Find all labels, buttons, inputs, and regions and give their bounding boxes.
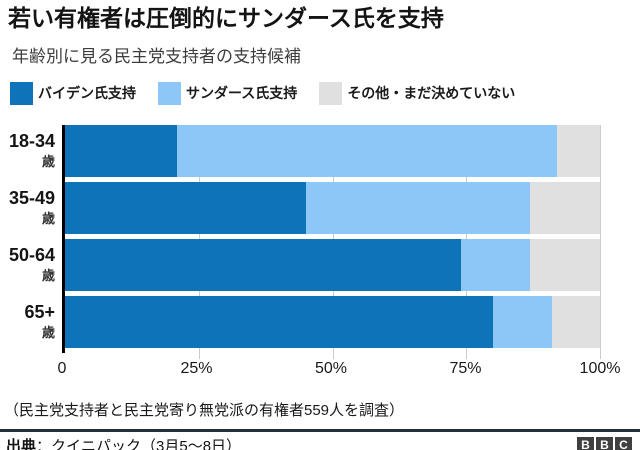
- source-text: 出典：クイニパック（3月5～8日）: [6, 435, 241, 450]
- chart-subtitle: 年齢別に見る民主党支持者の支持候補: [12, 46, 301, 66]
- bbc-logo-letter: C: [615, 436, 632, 450]
- legend-item-other: その他・まだ決めていない: [319, 81, 516, 105]
- bar-row: [65, 181, 600, 234]
- x-axis: 0 25% 50% 75% 100%: [58, 356, 621, 382]
- legend-label-biden: バイデン氏支持: [38, 85, 136, 102]
- bbc-logo: B B C: [577, 436, 632, 450]
- plot-area: [62, 124, 601, 359]
- bbc-logo-letter: B: [577, 436, 594, 450]
- legend-swatch-sanders: [158, 81, 181, 105]
- y-axis-label: 50-64 歳: [0, 239, 62, 291]
- y-axis-labels: 18-34 歳 35-49 歳 50-64 歳 65+ 歳: [0, 125, 62, 353]
- bar-segment-sanders: [177, 124, 558, 177]
- y-axis-label: 18-34 歳: [0, 125, 62, 177]
- legend-item-biden: バイデン氏支持: [10, 81, 136, 105]
- bar-segment-biden: [65, 181, 306, 234]
- y-axis-label-range: 35-49: [8, 187, 55, 208]
- legend: バイデン氏支持 サンダース氏支持 その他・まだ決めていない: [10, 81, 640, 105]
- page-title: 若い有権者は圧倒的にサンダース氏を支持: [8, 5, 444, 31]
- y-axis-label-unit: 歳: [41, 267, 55, 283]
- bar-row: [65, 238, 600, 291]
- bbc-logo-letter: B: [596, 436, 613, 450]
- x-axis-tick-label: 50%: [314, 359, 348, 377]
- bar-row: [65, 124, 600, 177]
- y-axis-label-unit: 歳: [41, 153, 55, 169]
- legend-label-sanders: サンダース氏支持: [186, 85, 298, 102]
- y-axis-label-range: 65+: [24, 301, 55, 322]
- y-axis-label-range: 18-34: [8, 130, 55, 151]
- bar-segment-biden: [65, 124, 178, 177]
- footnote: （民主党支持者と民主党寄り無党派の有権者559人を調査）: [4, 401, 405, 419]
- y-axis-label: 65+ 歳: [0, 296, 62, 348]
- bar-segment-other: [551, 295, 600, 348]
- legend-swatch-other: [319, 81, 343, 105]
- y-axis-label: 35-49 歳: [0, 182, 62, 234]
- bar-segment-biden: [65, 238, 461, 291]
- bar-segment-biden: [65, 295, 493, 348]
- y-axis-label-unit: 歳: [41, 324, 55, 340]
- legend-label-other: その他・まだ決めていない: [347, 85, 516, 102]
- bar-segment-sanders: [460, 238, 531, 291]
- x-axis-tick-label: 100%: [579, 359, 621, 377]
- legend-item-sanders: サンダース氏支持: [158, 81, 298, 105]
- y-axis-label-unit: 歳: [41, 210, 55, 226]
- source-label: 出典: [6, 437, 37, 450]
- bar-row: [65, 295, 600, 348]
- bar-segment-sanders: [305, 181, 531, 234]
- x-axis-tick-label: 25%: [180, 359, 213, 377]
- bar-segment-other: [530, 238, 600, 291]
- source-value: クイニパック（3月5～8日）: [51, 437, 242, 450]
- bar-segment-other: [530, 181, 600, 234]
- legend-swatch-biden: [10, 81, 33, 105]
- x-axis-tick-label: 0: [57, 359, 67, 377]
- source-bar: 出典：クイニパック（3月5～8日） B B C: [0, 428, 640, 450]
- chart: 18-34 歳 35-49 歳 50-64 歳 65+ 歳: [0, 124, 601, 359]
- y-axis-label-range: 50-64: [8, 244, 55, 265]
- x-axis-tick-label: 75%: [449, 359, 482, 377]
- bar-segment-sanders: [493, 295, 552, 348]
- bar-segment-other: [557, 124, 600, 177]
- gridline: [600, 124, 601, 359]
- source-separator: ：: [36, 437, 52, 450]
